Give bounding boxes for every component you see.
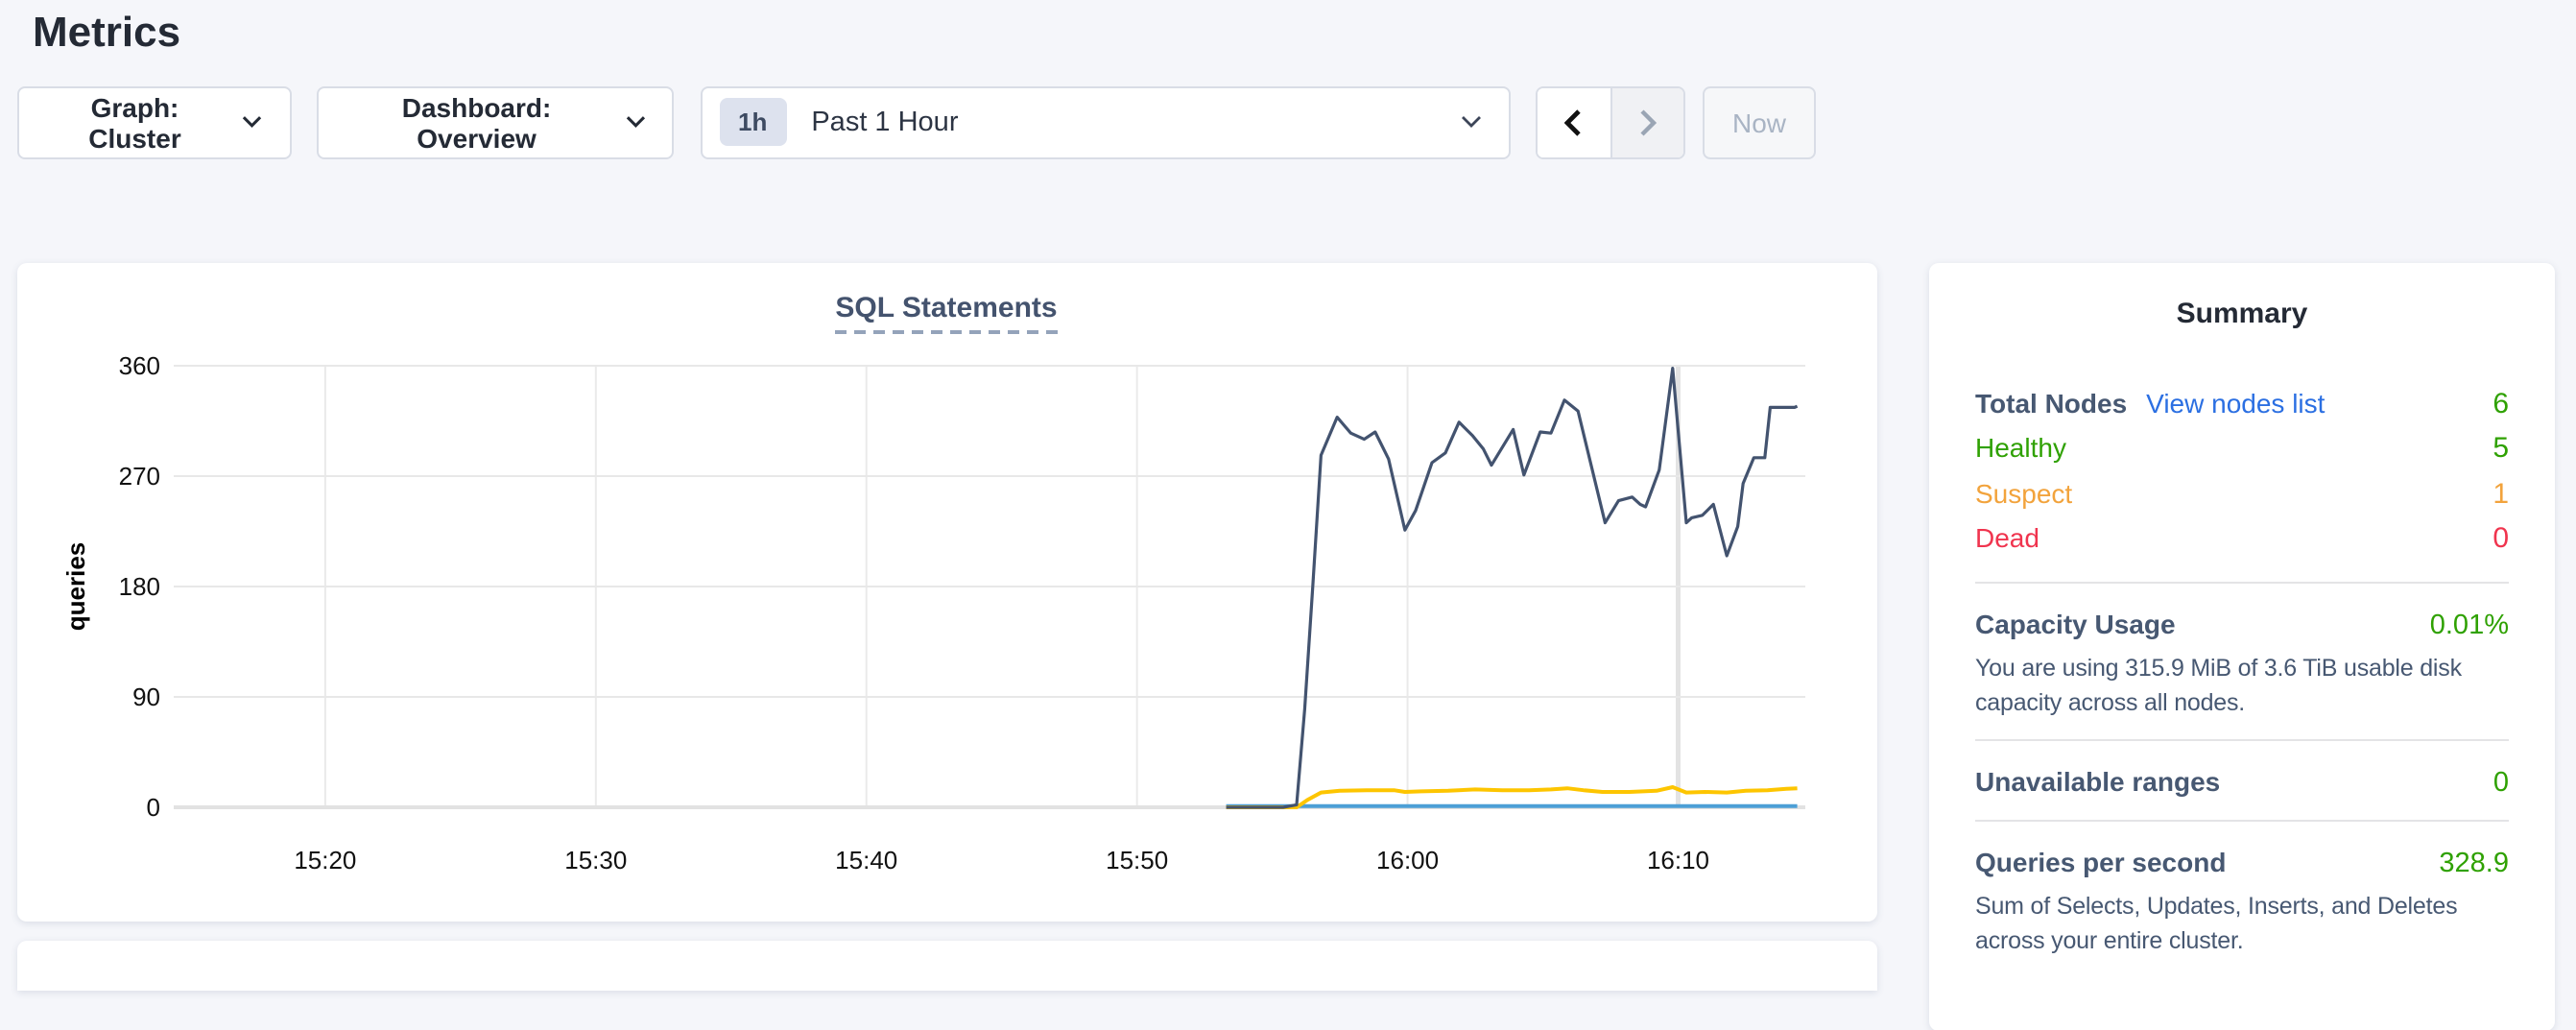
chart-title-row: SQL Statements [16, 291, 1876, 333]
capacity-usage-section: Capacity Usage 0.01% You are using 315.9… [1975, 608, 2509, 719]
healthy-value: 5 [2493, 432, 2509, 465]
svg-text:90: 90 [131, 682, 159, 710]
prev-time-button[interactable] [1537, 87, 1610, 156]
suspect-value: 1 [2493, 477, 2509, 510]
svg-text:15:40: 15:40 [834, 845, 896, 874]
healthy-label: Healthy [1975, 432, 2066, 463]
queries-per-second-value: 328.9 [2439, 848, 2509, 878]
next-chart-card [16, 940, 1876, 990]
capacity-usage-value: 0.01% [2429, 610, 2509, 640]
summary-panel: Summary Total Nodes View nodes list 6 He… [1929, 262, 2555, 1030]
total-nodes-value: 6 [2493, 387, 2509, 419]
node-status-list: Total Nodes View nodes list 6 Healthy 5 … [1975, 381, 2509, 562]
now-button[interactable]: Now [1703, 85, 1816, 158]
metrics-page: Metrics Graph: Cluster Dashboard: Overvi… [16, 8, 2509, 953]
svg-text:queries: queries [60, 541, 89, 631]
divider [1975, 738, 2509, 740]
svg-text:15:30: 15:30 [563, 845, 626, 874]
time-step-buttons [1535, 85, 1684, 158]
time-range-label: Past 1 Hour [811, 107, 959, 137]
summary-title: Summary [2176, 297, 2308, 329]
svg-text:0: 0 [146, 792, 159, 821]
time-range-badge: 1h [719, 98, 787, 146]
page-title: Metrics [33, 8, 181, 56]
dashboard-dropdown-label: Dashboard: Overview [401, 91, 552, 153]
suspect-nodes-row: Suspect 1 [1975, 471, 2509, 516]
sql-statements-card: 15:20 15:30 15:40 15:50 16:00 16:10 0 90 180 270 3… [16, 262, 1876, 921]
unavailable-ranges-section: Unavailable ranges 0 [1975, 765, 2509, 800]
dead-nodes-row: Dead 0 [1975, 516, 2509, 562]
view-nodes-link[interactable]: View nodes list [2146, 387, 2326, 418]
svg-text:16:00: 16:00 [1375, 845, 1438, 874]
unavailable-ranges-label: Unavailable ranges [1975, 765, 2221, 796]
capacity-usage-caption: You are using 315.9 MiB of 3.6 TiB usabl… [1975, 654, 2462, 715]
total-nodes-label: Total Nodes [1975, 387, 2128, 418]
unavailable-ranges-value: 0 [2493, 767, 2509, 798]
divider [1975, 819, 2509, 821]
chevron-down-icon [625, 116, 645, 128]
dashboard-dropdown[interactable]: Dashboard: Overview [317, 85, 674, 158]
sql-statements-plot: 15:20 15:30 15:40 15:50 16:00 16:10 0 90 180 270 3… [60, 350, 1804, 874]
chevron-left-icon [1564, 108, 1581, 135]
chevron-down-icon [242, 116, 262, 128]
queries-per-second-row: Queries per second 328.9 [1975, 846, 2509, 880]
queries-per-second-caption: Sum of Selects, Updates, Inserts, and De… [1975, 892, 2458, 953]
graph-dropdown[interactable]: Graph: Cluster [16, 85, 291, 158]
capacity-usage-label: Capacity Usage [1975, 608, 2176, 638]
next-time-button[interactable] [1610, 87, 1682, 156]
dead-label: Dead [1975, 522, 2039, 553]
suspect-label: Suspect [1975, 477, 2073, 508]
unavailable-ranges-row: Unavailable ranges 0 [1975, 765, 2509, 800]
toolbar: Graph: Cluster Dashboard: Overview 1h Pa… [16, 85, 1816, 158]
queries-per-second-section: Queries per second 328.9 Sum of Selects,… [1975, 846, 2509, 957]
total-nodes-row: Total Nodes View nodes list 6 [1975, 381, 2509, 426]
svg-text:15:50: 15:50 [1105, 845, 1167, 874]
svg-text:16:10: 16:10 [1646, 845, 1708, 874]
graph-dropdown-label: Graph: Cluster [88, 91, 181, 153]
dead-value: 0 [2493, 522, 2509, 555]
svg-text:360: 360 [118, 350, 159, 379]
queries-per-second-label: Queries per second [1975, 846, 2227, 876]
chart-title[interactable]: SQL Statements [835, 291, 1058, 333]
chevron-down-icon [1461, 116, 1480, 128]
capacity-usage-row: Capacity Usage 0.01% [1975, 608, 2509, 642]
healthy-nodes-row: Healthy 5 [1975, 426, 2509, 471]
svg-text:15:20: 15:20 [293, 845, 355, 874]
svg-text:180: 180 [118, 571, 159, 600]
divider [1975, 581, 2509, 583]
svg-text:270: 270 [118, 461, 159, 490]
time-range-selector[interactable]: 1h Past 1 Hour [700, 85, 1510, 158]
chevron-right-icon [1639, 108, 1656, 135]
